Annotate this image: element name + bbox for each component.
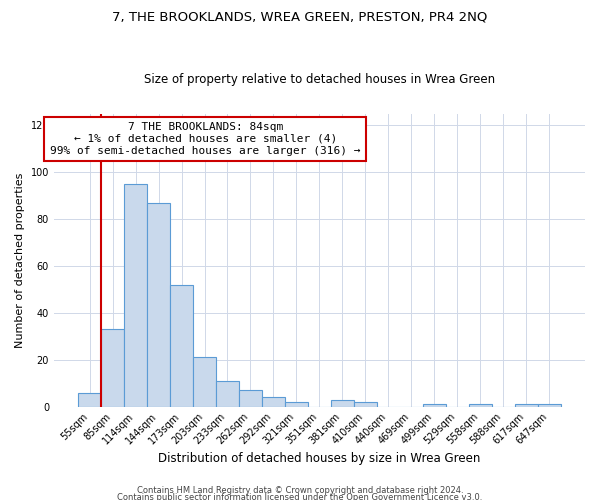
Bar xyxy=(285,402,308,406)
Bar xyxy=(78,392,101,406)
Bar xyxy=(331,400,354,406)
Y-axis label: Number of detached properties: Number of detached properties xyxy=(15,172,25,348)
Bar xyxy=(423,404,446,406)
Bar xyxy=(170,284,193,406)
Bar xyxy=(469,404,492,406)
Bar xyxy=(216,381,239,406)
X-axis label: Distribution of detached houses by size in Wrea Green: Distribution of detached houses by size … xyxy=(158,452,481,465)
Text: 7 THE BROOKLANDS: 84sqm
← 1% of detached houses are smaller (4)
99% of semi-deta: 7 THE BROOKLANDS: 84sqm ← 1% of detached… xyxy=(50,122,361,156)
Text: Contains public sector information licensed under the Open Government Licence v3: Contains public sector information licen… xyxy=(118,494,482,500)
Bar xyxy=(147,202,170,406)
Text: Contains HM Land Registry data © Crown copyright and database right 2024.: Contains HM Land Registry data © Crown c… xyxy=(137,486,463,495)
Bar xyxy=(354,402,377,406)
Bar xyxy=(193,358,216,406)
Bar xyxy=(262,398,285,406)
Bar xyxy=(124,184,147,406)
Bar xyxy=(538,404,561,406)
Text: 7, THE BROOKLANDS, WREA GREEN, PRESTON, PR4 2NQ: 7, THE BROOKLANDS, WREA GREEN, PRESTON, … xyxy=(112,10,488,23)
Bar xyxy=(101,330,124,406)
Bar xyxy=(515,404,538,406)
Bar xyxy=(239,390,262,406)
Title: Size of property relative to detached houses in Wrea Green: Size of property relative to detached ho… xyxy=(144,73,495,86)
